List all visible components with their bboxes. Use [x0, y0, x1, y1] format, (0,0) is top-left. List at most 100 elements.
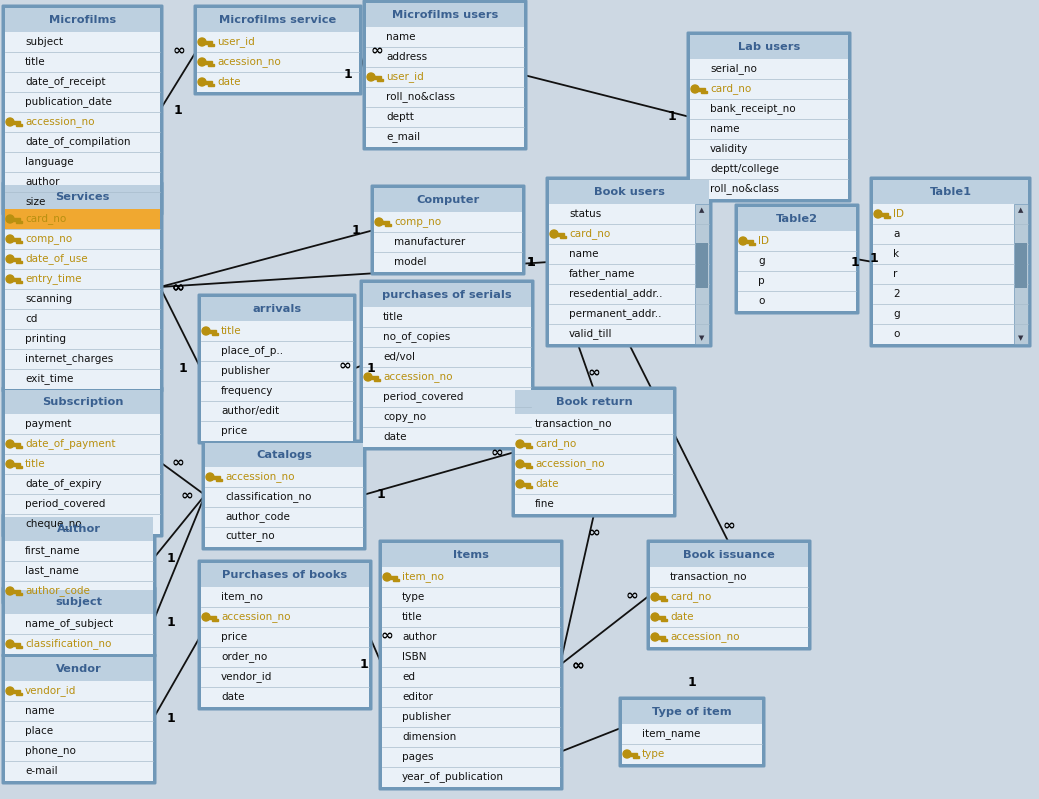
Text: 1: 1 — [344, 69, 352, 81]
Bar — [380, 78, 382, 81]
Text: deptt: deptt — [387, 112, 414, 122]
FancyBboxPatch shape — [618, 697, 766, 768]
Bar — [16, 260, 19, 263]
FancyBboxPatch shape — [1, 654, 157, 785]
Text: title: title — [25, 459, 46, 469]
Text: serial_no: serial_no — [710, 64, 756, 74]
Text: frequency: frequency — [221, 386, 273, 396]
Text: date_of_payment: date_of_payment — [25, 439, 115, 450]
Text: 1: 1 — [527, 256, 535, 268]
Text: fine: fine — [535, 499, 555, 509]
Text: 1: 1 — [870, 252, 878, 265]
Bar — [387, 575, 397, 578]
FancyBboxPatch shape — [5, 32, 160, 212]
Text: 1: 1 — [367, 363, 375, 376]
Bar — [19, 593, 22, 595]
Text: subject: subject — [25, 37, 63, 47]
FancyBboxPatch shape — [515, 414, 673, 514]
Circle shape — [6, 118, 14, 126]
Bar — [10, 690, 20, 693]
FancyBboxPatch shape — [622, 700, 762, 724]
Text: date: date — [383, 432, 406, 442]
Bar — [377, 379, 379, 381]
Text: card_no: card_no — [670, 591, 712, 602]
Circle shape — [516, 440, 524, 448]
Bar — [206, 329, 216, 332]
Bar — [210, 475, 220, 479]
Bar — [633, 756, 636, 758]
Circle shape — [6, 215, 14, 223]
Bar — [520, 463, 530, 466]
Text: ∞: ∞ — [588, 524, 601, 539]
Text: editor: editor — [402, 692, 433, 702]
FancyBboxPatch shape — [650, 567, 808, 647]
Text: 1: 1 — [166, 713, 176, 725]
Text: Services: Services — [55, 192, 110, 202]
Text: status: status — [569, 209, 602, 219]
FancyBboxPatch shape — [363, 283, 531, 307]
Bar — [377, 78, 379, 81]
Text: accession_no: accession_no — [221, 611, 291, 622]
Text: place: place — [25, 726, 53, 736]
FancyBboxPatch shape — [5, 681, 153, 781]
Text: o: o — [758, 296, 765, 306]
Text: ∞: ∞ — [625, 587, 638, 602]
Bar — [16, 446, 19, 448]
Bar — [16, 280, 19, 283]
FancyBboxPatch shape — [374, 188, 522, 212]
FancyBboxPatch shape — [5, 590, 153, 614]
Bar — [16, 221, 19, 223]
Text: Book users: Book users — [593, 187, 664, 197]
Text: arrivals: arrivals — [252, 304, 301, 314]
Text: date: date — [217, 77, 240, 87]
Text: payment: payment — [25, 419, 72, 429]
Circle shape — [6, 587, 14, 595]
Text: ∞: ∞ — [181, 487, 193, 503]
FancyBboxPatch shape — [378, 539, 563, 790]
Text: ∞: ∞ — [339, 357, 351, 372]
FancyBboxPatch shape — [382, 567, 560, 787]
Text: ▲: ▲ — [1018, 207, 1023, 213]
Text: name: name — [569, 249, 598, 259]
Text: ID: ID — [893, 209, 904, 219]
Bar — [388, 224, 391, 226]
Circle shape — [6, 460, 14, 468]
Bar — [19, 646, 22, 648]
Text: roll_no&class: roll_no&class — [387, 92, 455, 102]
Circle shape — [367, 73, 375, 81]
FancyBboxPatch shape — [545, 177, 713, 348]
Bar — [664, 638, 666, 641]
Text: bank_receipt_no: bank_receipt_no — [710, 104, 796, 114]
Bar — [10, 121, 20, 124]
Text: e_mail: e_mail — [387, 132, 420, 142]
Bar — [379, 221, 389, 224]
Text: 1: 1 — [527, 256, 535, 268]
FancyBboxPatch shape — [205, 443, 363, 467]
Text: comp_no: comp_no — [394, 217, 442, 227]
FancyBboxPatch shape — [202, 439, 367, 551]
FancyBboxPatch shape — [5, 517, 153, 541]
FancyBboxPatch shape — [1, 514, 157, 605]
FancyBboxPatch shape — [690, 35, 848, 59]
Text: ∞: ∞ — [490, 444, 503, 459]
Text: period_covered: period_covered — [25, 499, 105, 510]
Bar — [664, 618, 666, 621]
Bar — [19, 446, 22, 448]
Circle shape — [550, 230, 558, 238]
FancyBboxPatch shape — [382, 543, 560, 567]
Bar — [10, 642, 20, 646]
FancyBboxPatch shape — [646, 539, 811, 650]
FancyBboxPatch shape — [5, 657, 153, 681]
Text: date_of_compilation: date_of_compilation — [25, 137, 131, 148]
Bar — [215, 618, 217, 621]
Text: price: price — [221, 632, 247, 642]
Bar — [393, 578, 396, 581]
Text: valid_till: valid_till — [569, 328, 613, 340]
Circle shape — [202, 613, 210, 621]
Text: ▼: ▼ — [699, 335, 704, 341]
FancyBboxPatch shape — [374, 212, 522, 272]
Text: o: o — [893, 329, 900, 339]
Text: 1: 1 — [179, 363, 187, 376]
Text: ∞: ∞ — [171, 280, 184, 295]
Bar — [529, 466, 532, 468]
